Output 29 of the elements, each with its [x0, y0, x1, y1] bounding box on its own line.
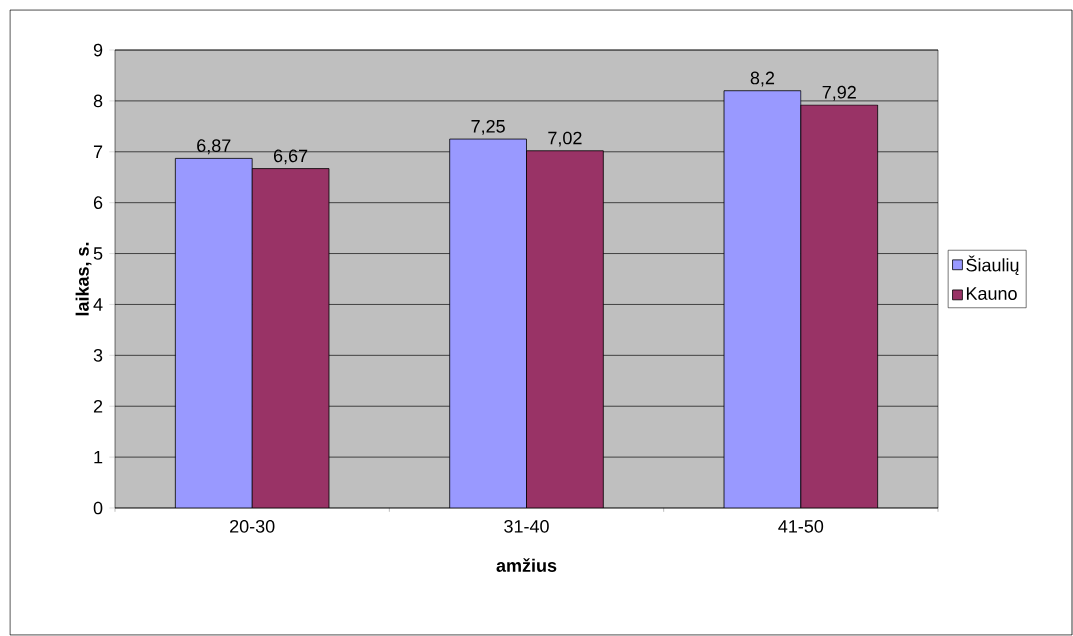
data-label: 7,25: [471, 119, 505, 135]
y-tick-label: 6: [93, 196, 103, 210]
data-label: 6,67: [273, 149, 308, 165]
y-tick-label: 8: [93, 94, 103, 108]
bar: [526, 150, 604, 508]
data-label: 7,92: [822, 85, 856, 101]
bar: [174, 158, 253, 508]
bar: [251, 168, 330, 508]
data-label: 8,2: [750, 71, 775, 87]
y-tick-label: 7: [93, 145, 103, 158]
y-axis-title: laikas, s.: [75, 242, 92, 316]
x-tick-label: 31-40: [504, 519, 549, 533]
y-tick-label: 1: [94, 450, 103, 464]
y-tick-label: 4: [93, 298, 103, 311]
y-tick-label: 0: [93, 501, 103, 515]
bar: [449, 138, 527, 508]
data-label: 7,02: [548, 131, 582, 147]
x-axis-title: amžius: [496, 558, 557, 572]
y-tick-label: 2: [93, 399, 103, 413]
x-tick-label: 41-50: [778, 519, 824, 533]
y-tick-label: 5: [93, 247, 103, 260]
data-label: 6,87: [197, 139, 231, 155]
bar: [800, 104, 879, 508]
x-tick-label: 20-30: [230, 519, 275, 533]
bar: [723, 90, 802, 508]
y-tick-label: 3: [93, 348, 103, 362]
legend-label: Kauno: [966, 287, 1017, 300]
y-tick-label: 9: [93, 43, 103, 57]
legend-label: Šiaulių: [966, 255, 1019, 276]
